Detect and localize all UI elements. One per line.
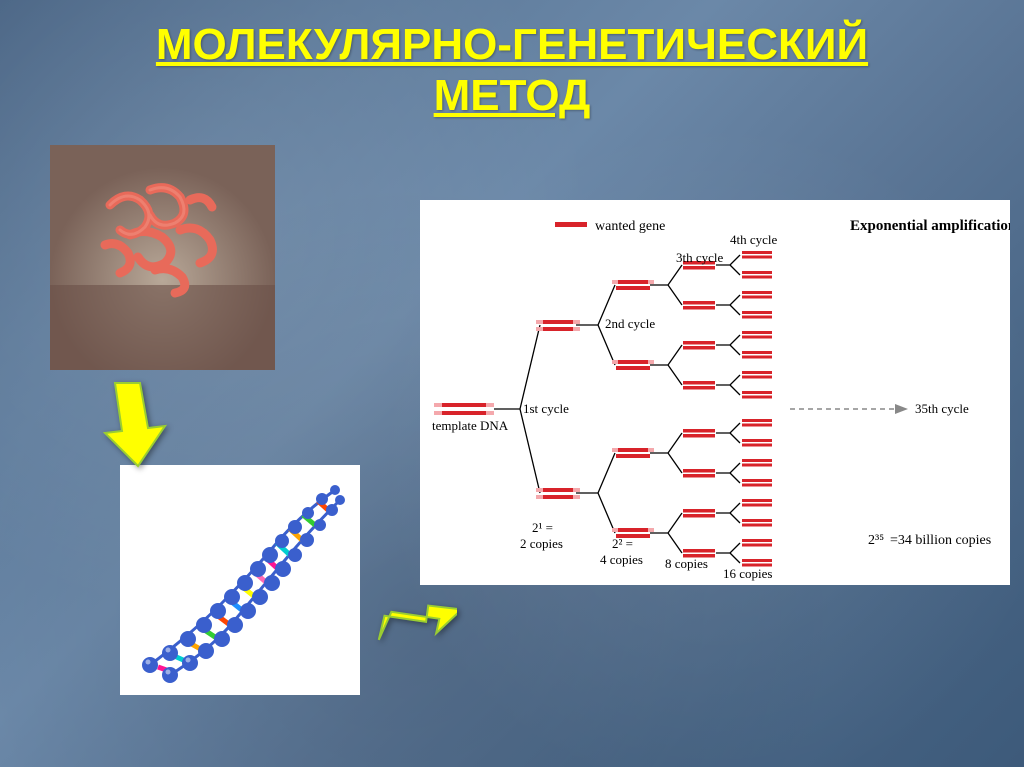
template-label: template DNA <box>432 418 509 433</box>
final-exp: 2³⁵ <box>868 533 884 548</box>
copies2-exp: 2² = <box>612 536 633 551</box>
cycle3-fragments <box>683 261 715 558</box>
title-line2: МЕТОД <box>434 71 591 120</box>
cycle1-label: 1st cycle <box>523 401 569 416</box>
slide-title: МОЛЕКУЛЯРНО-ГЕНЕТИЧЕСКИЙ МЕТОД <box>0 20 1024 121</box>
copies1-exp: 2¹ = <box>532 520 553 535</box>
final-text: =34 billion copies <box>890 533 991 548</box>
cycle2-label: 2nd cycle <box>605 316 655 331</box>
pcr-legend: wanted gene <box>555 219 665 234</box>
copies1-text: 2 copies <box>520 536 563 551</box>
template-dna: template DNA <box>432 403 509 433</box>
pcr-header: Exponential amplification <box>850 218 1010 234</box>
bacteria-image <box>50 145 275 370</box>
arrow-bacteria-to-dna <box>100 378 170 468</box>
cycle4-fragments <box>742 251 772 567</box>
copies2-text: 4 copies <box>600 552 643 567</box>
pcr-amplification-diagram: wanted gene Exponential amplification te… <box>420 200 1010 585</box>
final-cycle-label: 35th cycle <box>915 401 969 416</box>
cycle4-label: 4th cycle <box>730 232 778 247</box>
dna-helix-image <box>120 465 360 695</box>
cycle3-label: 3th cycle <box>676 250 724 265</box>
legend-label: wanted gene <box>595 219 665 234</box>
final-arrow: 35th cycle <box>790 401 969 416</box>
title-line1: МОЛЕКУЛЯРНО-ГЕНЕТИЧЕСКИЙ <box>156 20 868 69</box>
copies4-text: 16 copies <box>723 566 772 581</box>
copies3-text: 8 copies <box>665 556 708 571</box>
